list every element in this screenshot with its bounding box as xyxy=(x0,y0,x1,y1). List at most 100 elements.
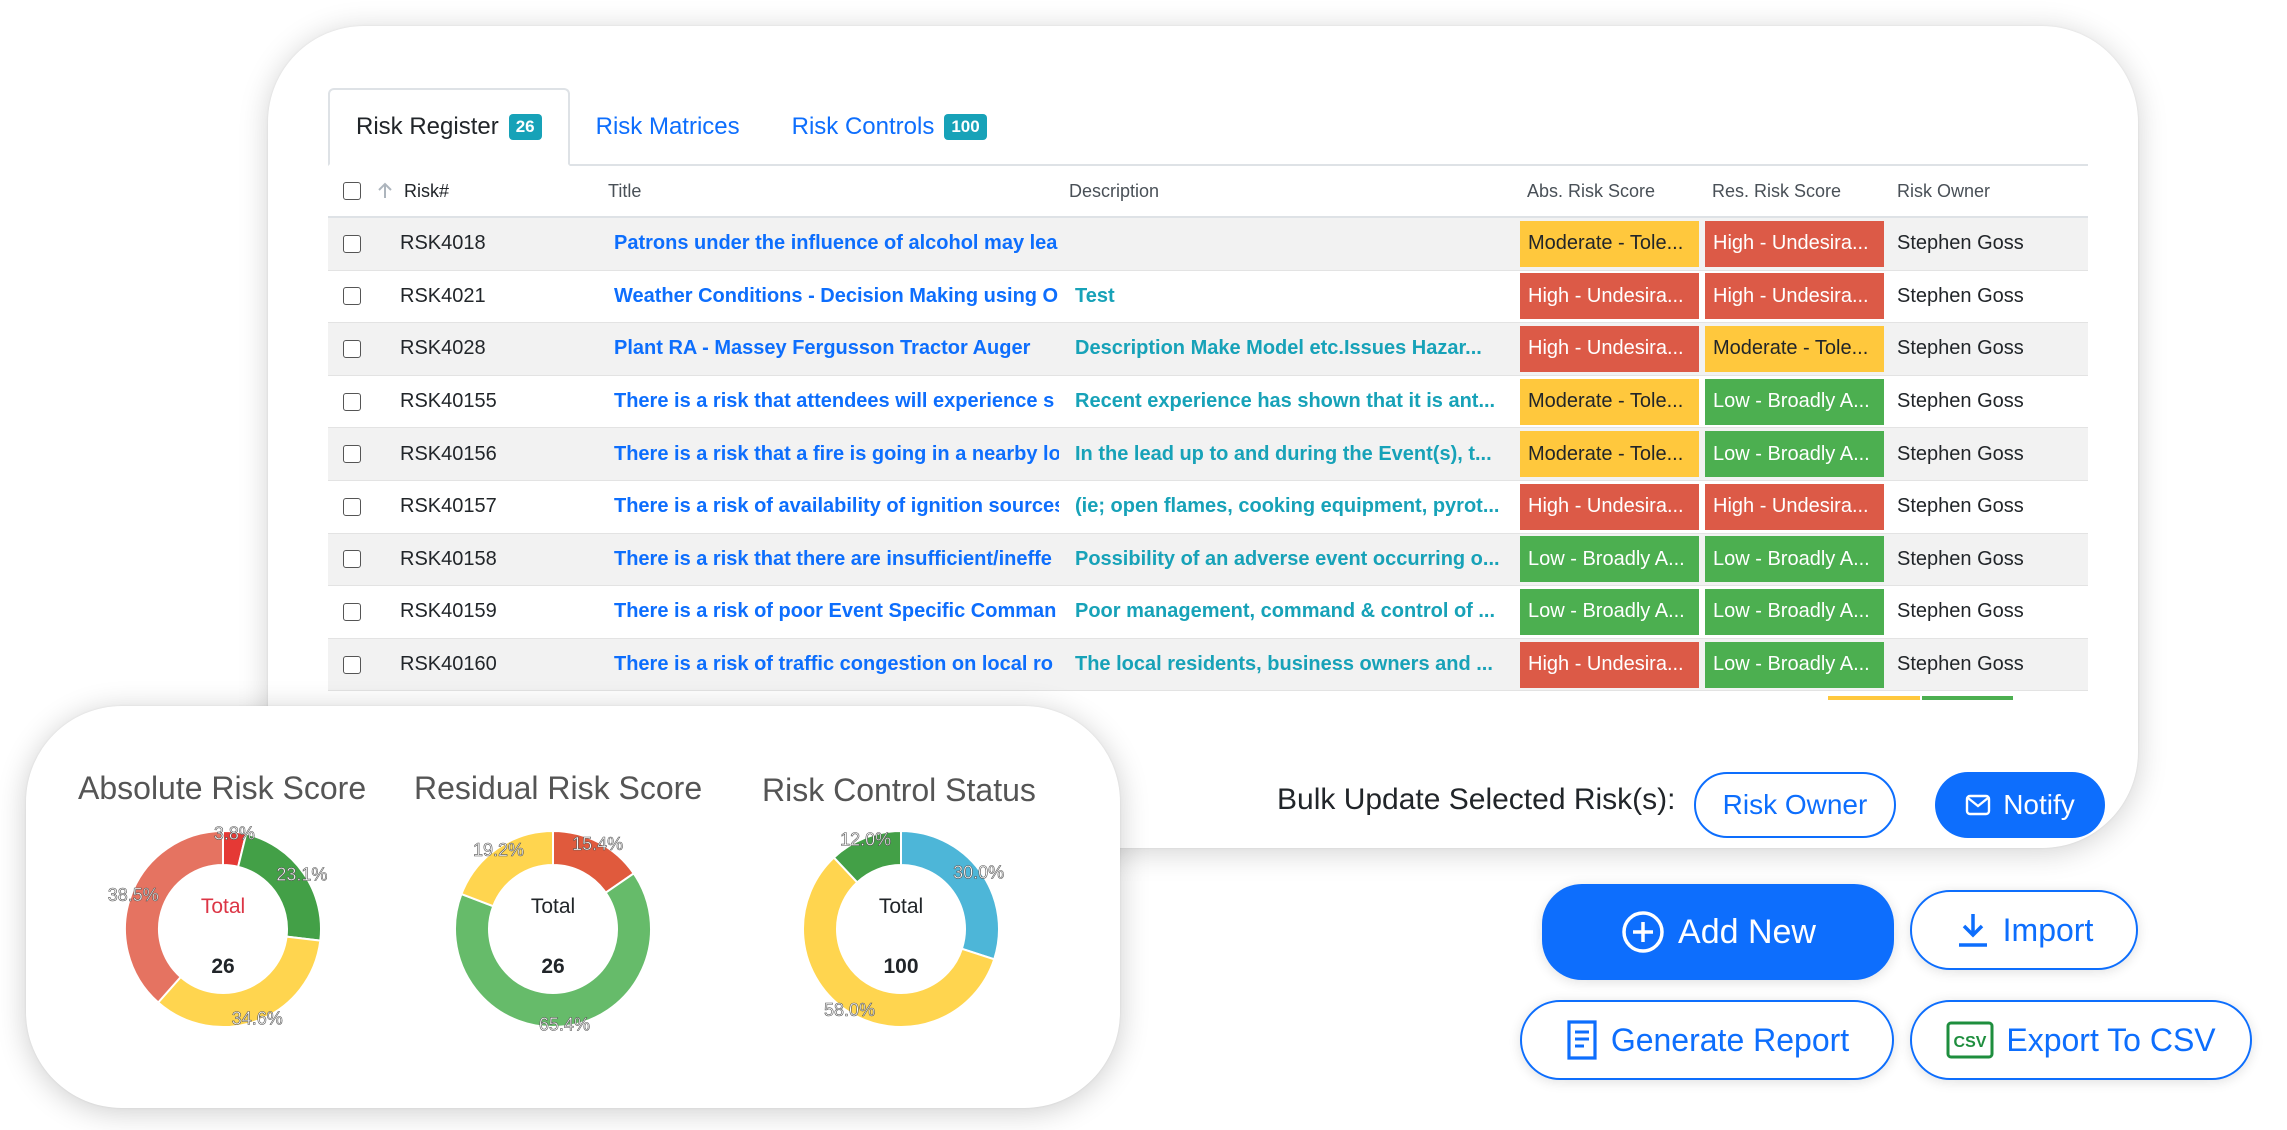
column-header-description[interactable]: Description xyxy=(1069,180,1160,201)
risk-title-link[interactable]: There is a risk that there are insuffici… xyxy=(614,547,1052,570)
risk-title-link[interactable]: There is a risk that a fire is going in … xyxy=(614,442,1059,465)
slice-percent-label: 34.6% xyxy=(232,1009,283,1029)
risk-score-badge: High - Undesira... xyxy=(1520,483,1699,530)
donut-center-label: Total xyxy=(201,895,245,918)
risk-score-badge: Low - Broadly A... xyxy=(1520,588,1699,635)
res-risk-score-cell: Moderate - Tole... xyxy=(1702,325,1887,372)
slice-percent-label: 65.4% xyxy=(539,1014,590,1034)
table-row[interactable]: RSK40155 There is a risk that attendees w… xyxy=(328,376,2088,429)
peek-bar xyxy=(1828,696,1920,700)
add-new-button[interactable]: Add New xyxy=(1542,884,1894,980)
tab-risk-matrices[interactable]: Risk Matrices xyxy=(570,88,766,166)
column-header-res-risk-score[interactable]: Res. Risk Score xyxy=(1712,180,1842,201)
risk-id: RSK40160 xyxy=(400,653,497,676)
risk-id: RSK40155 xyxy=(400,390,497,413)
select-all-checkbox[interactable] xyxy=(343,182,361,200)
abs-risk-score-cell: High - Undesira... xyxy=(1517,273,1702,320)
risk-score-badge: High - Undesira... xyxy=(1520,325,1699,372)
count-badge: 26 xyxy=(508,114,542,140)
risk-description: Test xyxy=(1075,284,1115,307)
column-header-risk[interactable]: Risk# xyxy=(376,181,596,202)
risk-title-link[interactable]: Patrons under the influence of alcohol m… xyxy=(614,232,1058,255)
donut-slice[interactable] xyxy=(454,872,652,1028)
donut-center-value: 26 xyxy=(541,955,564,978)
donut-slice[interactable] xyxy=(460,829,554,908)
column-header-title[interactable]: Title xyxy=(608,180,642,201)
table-row[interactable]: RSK40159 There is a risk of poor Event Sp… xyxy=(328,586,2088,639)
table-row[interactable]: RSK4021 Weather Conditions - Decision Mak… xyxy=(328,271,2088,324)
row-select-cell xyxy=(328,655,376,674)
row-checkbox[interactable] xyxy=(343,497,361,516)
risk-title-link[interactable]: There is a risk of poor Event Specific C… xyxy=(614,600,1057,623)
row-checkbox[interactable] xyxy=(343,392,361,411)
risk-owner-button[interactable]: Risk Owner xyxy=(1694,772,1896,838)
export-csv-button[interactable]: CSV Export To CSV xyxy=(1910,1000,2252,1080)
risk-title-link[interactable]: There is a risk that attendees will expe… xyxy=(614,390,1055,413)
row-checkbox[interactable] xyxy=(343,655,361,674)
res-risk-score-cell: High - Undesira... xyxy=(1702,273,1887,320)
peek-bar xyxy=(1921,696,2013,700)
risk-description: The local residents, business owners and… xyxy=(1075,653,1493,676)
import-button[interactable]: Import xyxy=(1910,890,2138,970)
slice-percent-label: 12.0% xyxy=(840,830,891,850)
risk-title-link[interactable]: Plant RA - Massey Fergusson Tractor Auge… xyxy=(614,337,1031,360)
row-checkbox[interactable] xyxy=(343,602,361,621)
donut-slice[interactable] xyxy=(156,935,322,1028)
row-checkbox[interactable] xyxy=(343,234,361,253)
donut-center-label: Total xyxy=(879,895,923,918)
res-risk-score-cell: High - Undesira... xyxy=(1702,483,1887,530)
generate-report-button[interactable]: Generate Report xyxy=(1520,1000,1894,1080)
risk-description: Poor management, command & control of ..… xyxy=(1075,600,1496,623)
tab-label: Risk Matrices xyxy=(595,113,740,140)
risk-id: RSK40159 xyxy=(400,600,497,623)
table-row[interactable]: RSK40156 There is a risk that a fire is g… xyxy=(328,428,2088,481)
risk-description: (ie; open flames, cooking equipment, pyr… xyxy=(1075,495,1500,518)
button-label: Generate Report xyxy=(1610,1021,1850,1058)
risk-score-badge: Moderate - Tole... xyxy=(1520,431,1699,478)
abs-risk-score-cell: High - Undesira... xyxy=(1517,641,1702,688)
donut-slice[interactable] xyxy=(832,829,902,884)
select-all-cell xyxy=(328,182,376,200)
slice-percent-label: 38.5% xyxy=(108,885,159,905)
row-checkbox[interactable] xyxy=(343,339,361,358)
risk-score-badge: Moderate - Tole... xyxy=(1520,378,1699,425)
abs-risk-score-cell: Moderate - Tole... xyxy=(1517,378,1702,425)
risk-owner: Stephen Goss xyxy=(1897,390,2024,413)
tab-label: Risk Register xyxy=(356,113,499,140)
abs-risk-score-cell: Low - Broadly A... xyxy=(1517,588,1702,635)
risk-description: Possibility of an adverse event occurrin… xyxy=(1075,547,1500,570)
table-row[interactable]: RSK4028 Plant RA - Massey Fergusson Tract… xyxy=(328,323,2088,376)
risk-title-link[interactable]: Weather Conditions - Decision Making usi… xyxy=(614,284,1059,307)
res-risk-score-cell: Low - Broadly A... xyxy=(1702,378,1887,425)
table-row[interactable]: RSK40157 There is a risk of availability … xyxy=(328,481,2088,534)
risk-id: RSK4018 xyxy=(400,232,486,255)
risk-title-link[interactable]: There is a risk of traffic congestion on… xyxy=(614,653,1053,676)
slice-percent-label: 3.8% xyxy=(214,824,255,844)
tab-risk-register[interactable]: Risk Register 26 xyxy=(328,88,570,166)
donut-slice[interactable] xyxy=(802,856,996,1028)
row-checkbox[interactable] xyxy=(343,550,361,569)
table-row[interactable]: RSK40158 There is a risk that there are i… xyxy=(328,533,2088,587)
row-select-cell xyxy=(328,550,376,569)
risk-table: Risk# Title Description Abs. Risk Score … xyxy=(328,166,2088,692)
row-select-cell xyxy=(328,497,376,516)
row-select-cell xyxy=(328,445,376,464)
risk-title-link[interactable]: There is a risk of availability of ignit… xyxy=(614,495,1059,518)
next-row-peek xyxy=(1828,696,2013,700)
row-checkbox[interactable] xyxy=(343,445,361,464)
count-badge: 100 xyxy=(944,114,987,140)
risk-id: RSK40156 xyxy=(400,442,497,465)
table-row[interactable]: RSK4018 Patrons under the influence of al… xyxy=(328,218,2088,271)
sort-up-icon[interactable] xyxy=(376,182,394,200)
column-header-risk-owner[interactable]: Risk Owner xyxy=(1897,180,1991,201)
donut-slice[interactable] xyxy=(236,832,322,942)
res-risk-score-cell: Low - Broadly A... xyxy=(1702,588,1887,635)
slice-percent-label: 15.4% xyxy=(572,834,623,854)
row-checkbox[interactable] xyxy=(343,287,361,306)
column-header-abs-risk-score[interactable]: Abs. Risk Score xyxy=(1527,180,1656,201)
tab-risk-controls[interactable]: Risk Controls 100 xyxy=(766,88,1013,166)
notify-button[interactable]: Notify xyxy=(1935,772,2105,838)
donut-slice[interactable] xyxy=(124,829,224,1004)
table-row[interactable]: RSK40160 There is a risk of traffic conge… xyxy=(328,638,2088,692)
button-label: Export To CSV xyxy=(2006,1021,2216,1058)
